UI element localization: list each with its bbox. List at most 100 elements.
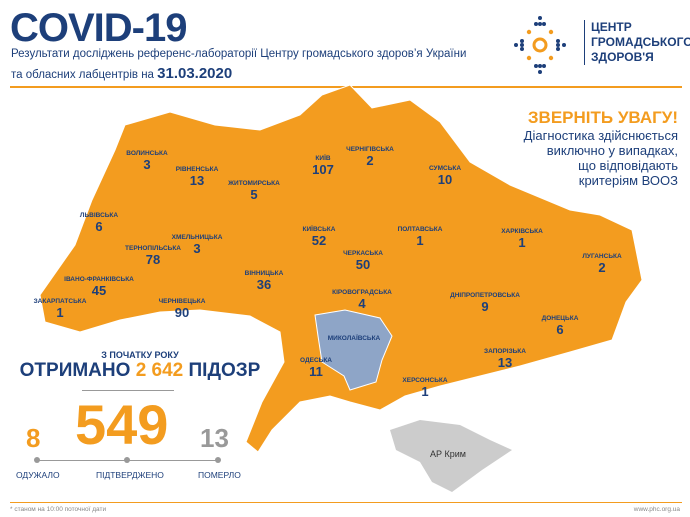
- region-cases: 45: [91, 283, 107, 298]
- dot: [34, 457, 40, 463]
- region-name: ХАРКІВСЬКА: [501, 228, 543, 235]
- footer-url[interactable]: www.phc.org.ua: [633, 506, 680, 513]
- region-cases: 13: [189, 173, 205, 188]
- since-label: З ПОЧАТКУ РОКУ: [101, 350, 179, 360]
- region-cases: 10: [437, 172, 453, 187]
- region-cases: 1: [56, 305, 64, 320]
- logo-line: ГРОМАДСЬКОГО: [591, 35, 690, 49]
- region-cases: 2: [366, 153, 374, 168]
- subtitle-line1: Результати досліджень референс-лаборатор…: [11, 48, 467, 60]
- recovered-count: 8: [26, 423, 41, 453]
- region-label: ОДЕСЬКА 11: [300, 357, 332, 379]
- deaths-label: ПОМЕРЛО: [198, 470, 241, 480]
- region-name: ЧЕРНІГІВСЬКА: [346, 146, 394, 153]
- region-name: РІВНЕНСЬКА: [175, 166, 219, 173]
- region-name: ЛУГАНСЬКА: [582, 253, 622, 260]
- notice: ЗВЕРНІТЬ УВАГУ! Діагностика здійснюється…: [524, 108, 678, 188]
- report-date: 31.03.2020: [157, 65, 233, 82]
- region-name: ІВАНО-ФРАНКІВСЬКА: [64, 276, 134, 283]
- region-name: ЗАПОРІЗЬКА: [484, 348, 526, 355]
- region-name: ЖИТОМИРСЬКА: [228, 180, 280, 187]
- region-name: ДНІПРОПЕТРОВСЬКА: [450, 292, 520, 299]
- region-name: ДОНЕЦЬКА: [541, 315, 579, 322]
- region-name: КИЇВСЬКА: [302, 226, 336, 233]
- notice-line: виключно у випадках,: [546, 143, 678, 158]
- region-cases: 5: [250, 187, 258, 202]
- notice-heading: ЗВЕРНІТЬ УВАГУ!: [527, 108, 678, 127]
- region-cases: 9: [481, 299, 489, 314]
- region-name: СУМСЬКА: [428, 165, 462, 172]
- mykolaivska-region-shape: [314, 309, 393, 391]
- region-name: КИЇВ: [315, 155, 331, 162]
- region-cases: 1: [416, 233, 424, 248]
- confirmed-label: ПІДТВЕРДЖЕНО: [96, 470, 164, 480]
- region-cases: 3: [143, 157, 151, 172]
- region-name: ВОЛИНСЬКА: [126, 150, 168, 157]
- region-label: КИЇВСЬКА 52: [303, 226, 336, 248]
- notice-line: критеріям ВООЗ: [578, 173, 678, 188]
- suspected-count: 2 642: [135, 360, 184, 381]
- logo-line: ЦЕНТР: [591, 20, 632, 34]
- region-name: ПОЛТАВСЬКА: [397, 226, 443, 233]
- received-suffix: ПІДОЗР: [188, 360, 261, 381]
- region-name: МИКОЛАЇВСЬКА: [327, 335, 381, 342]
- region-cases: 2: [598, 260, 606, 275]
- phc-logo-icon: [514, 16, 566, 74]
- region-name: ЗАКАРПАТСЬКА: [33, 298, 87, 305]
- region-name: ХЕРСОНСЬКА: [402, 377, 448, 384]
- confirmed-count: 549: [75, 393, 169, 456]
- region-label: ХАРКІВСЬКА 1: [501, 228, 543, 250]
- region-cases: 90: [174, 305, 190, 320]
- region-cases: 1: [518, 235, 526, 250]
- region-label: КИЇВ 107: [312, 155, 334, 177]
- region-label: ЧЕРКАСЬКА 50: [343, 250, 383, 272]
- region-label: ЖИТОМИРСЬКА 5: [228, 180, 280, 202]
- region-label: ЛЬВІВСЬКА 6: [80, 212, 118, 234]
- region-label: СУМСЬКА 10: [429, 165, 461, 187]
- region-name: ТЕРНОПІЛЬСЬКА: [125, 245, 181, 252]
- region-label: ХМЕЛЬНИЦЬКА 3: [172, 234, 223, 256]
- ukraine-regions-shape: [39, 84, 643, 453]
- received-prefix: ОТРИМАНО: [19, 360, 131, 381]
- dot: [124, 457, 130, 463]
- region-cases: 50: [355, 257, 371, 272]
- region-label: ВІННИЦЬКА 36: [245, 270, 284, 292]
- suspected-summary: ОТРИМАНО 2 642 ПІДОЗР: [0, 360, 280, 382]
- region-label: ТЕРНОПІЛЬСЬКА 78: [125, 245, 181, 267]
- footer-note: * станом на 10:00 поточної дати: [10, 506, 107, 513]
- region-label: МИКОЛАЇВСЬКА: [328, 335, 380, 342]
- region-cases: 6: [95, 219, 103, 234]
- region-label: ДНІПРОПЕТРОВСЬКА 9: [450, 292, 520, 314]
- region-label: ЛУГАНСЬКА 2: [582, 253, 621, 275]
- region-label: ВОЛИНСЬКА 3: [126, 150, 167, 172]
- region-name: ВІННИЦЬКА: [244, 270, 284, 277]
- region-name: КІРОВОГРАДСЬКА: [332, 289, 392, 296]
- dot: [215, 457, 221, 463]
- region-label: ЧЕРНІВЕЦЬКА 90: [159, 298, 206, 320]
- region-label: ЗАКАРПАТСЬКА 1: [34, 298, 87, 320]
- region-cases: 1: [421, 384, 429, 399]
- region-label: ЧЕРНІГІВСЬКА 2: [346, 146, 394, 168]
- region-cases: 4: [358, 296, 366, 311]
- divider: [82, 390, 174, 391]
- region-cases: 13: [497, 355, 513, 370]
- page-title: COVID-19: [10, 6, 187, 50]
- logo-text: ЦЕНТР ГРОМАДСЬКОГО ЗДОРОВ'Я: [584, 20, 690, 65]
- region-name: ХМЕЛЬНИЦЬКА: [171, 234, 223, 241]
- subtitle: Результати досліджень референс-лаборатор…: [11, 44, 466, 85]
- deaths-count: 13: [200, 423, 229, 453]
- region-label: ЗАПОРІЗЬКА 13: [484, 348, 526, 370]
- region-label: РІВНЕНСЬКА 13: [176, 166, 219, 188]
- region-label: ІВАНО-ФРАНКІВСЬКА 45: [64, 276, 134, 298]
- subtitle-line2: та обласних лабцентрів на: [11, 69, 154, 81]
- region-cases: 3: [193, 241, 201, 256]
- region-name: ЛЬВІВСЬКА: [79, 212, 119, 219]
- region-cases: 6: [556, 322, 564, 337]
- region-label: ХЕРСОНСЬКА 1: [402, 377, 447, 399]
- region-label: КІРОВОГРАДСЬКА 4: [332, 289, 392, 311]
- region-name: АР Крим: [430, 449, 466, 459]
- region-label: АР Крим: [430, 449, 466, 459]
- region-cases: 107: [312, 162, 334, 177]
